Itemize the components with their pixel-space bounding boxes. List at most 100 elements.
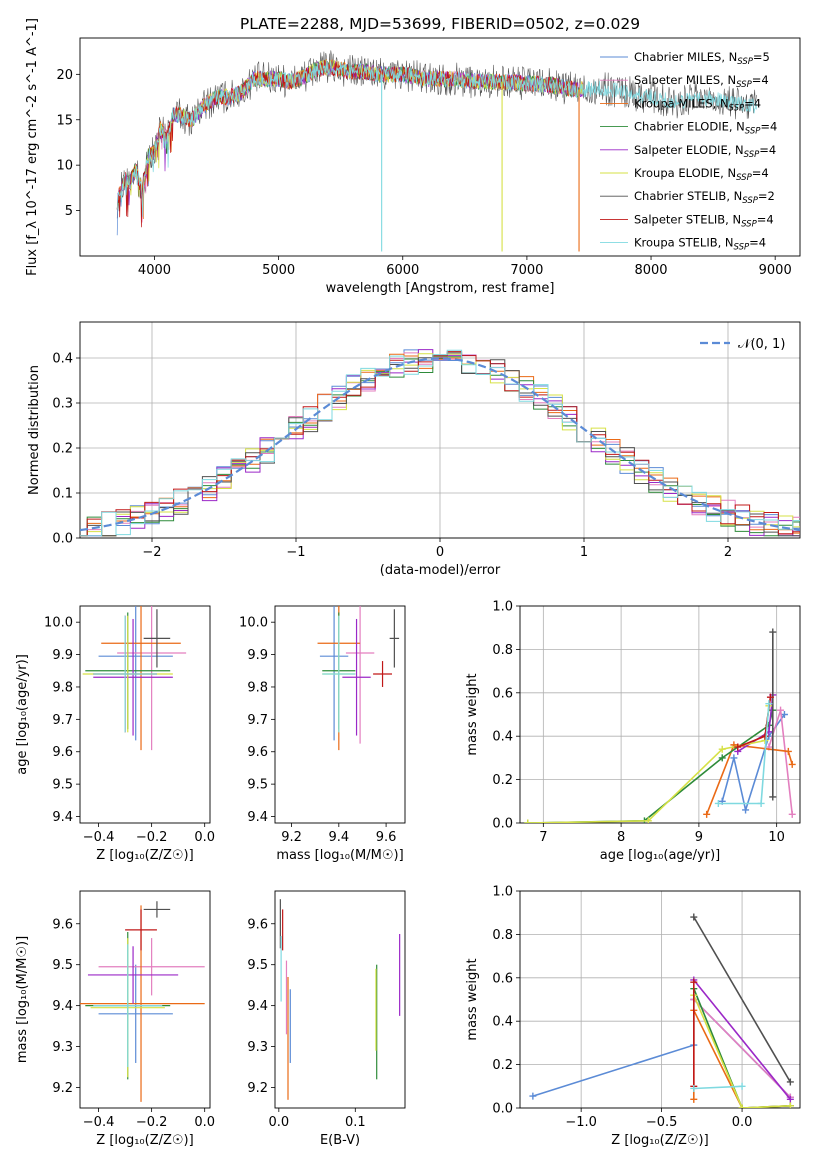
weight-marker [718,745,726,753]
plot-area [524,628,796,823]
legend-label-sub: SSP [741,219,757,229]
axes-frame [519,890,801,1109]
weight-marker [786,1078,794,1086]
plot-area [82,606,187,751]
legend-label-text: Kroupa ELODIE, N [634,166,736,180]
x-tick-label: 0.0 [268,1115,289,1130]
x-tick-label: 9.6 [376,830,397,845]
legend-label: Chabrier ELODIE, NSSP=4 [634,120,777,137]
x-tick-label: 9 [695,830,703,845]
y-tick-label: 9.3 [247,1040,268,1055]
errorbar-point [125,909,157,951]
x-axis-label: E(B-V) [320,1133,360,1148]
y-tick-label: 9.8 [247,680,268,695]
x-axis-label: Z [log₁₀(Z/Z☉)] [96,1133,193,1148]
legend-label: Chabrier STELIB, NSSP=2 [634,189,775,206]
errorbar-point [101,606,181,751]
errorbar-point [117,606,187,751]
weight-marker [786,1102,794,1108]
gaussian-reference-curve [80,357,800,532]
y-tick-label: 9.4 [247,999,268,1014]
legend-label: Salpeter STELIB, NSSP=4 [634,212,774,229]
legend-label-tail: =2 [758,189,775,203]
legend-label: Chabrier MILES, NSSP=5 [634,50,770,67]
x-axis-label: Z [log₁₀(Z/Z☉)] [611,1133,708,1148]
y-tick-label: 15 [56,113,73,128]
y-axis-label: Normed distribution [27,365,42,495]
x-tick-label: −0.4 [83,830,115,845]
y-axis-label: mass weight [465,958,480,1040]
weight-marker [769,628,777,636]
errorbar-point [93,944,163,1068]
spectrum-line-kroupa-stelib [116,60,757,217]
errorbar-point [143,609,171,668]
weight-marker [690,1084,698,1092]
legend-label-tail: =4 [760,120,777,134]
weight-marker [761,732,769,740]
axes-frame [274,605,406,824]
y-tick-label: 9.6 [247,917,268,932]
y-tick-label: 9.6 [52,745,73,760]
y-tick-label: 9.9 [52,648,73,663]
y-tick-label: 0.8 [492,643,513,658]
y-tick-label: 9.6 [52,917,73,932]
panel-weight-vs-z: −1.0 −0.5 0.0 0.0 0.2 0.4 0.6 0.8 1.0 Z [log₁₀(Z/… [465,885,801,1148]
weight-line [693,994,791,1108]
y-tick-label: 9.4 [247,810,268,825]
histogram-kroupa-stelib [80,349,800,537]
legend-label-text: Salpeter STELIB, N [634,212,741,226]
y-tick-label: 9.5 [52,778,73,793]
x-tick-label: 0.0 [732,1115,753,1130]
x-tick-label: 7 [539,830,547,845]
y-tick-label: 0.2 [52,442,73,457]
y-axis-label: Flux [f_λ 10^-17 erg cm^-2 s^-1 A^-1] [25,18,40,276]
y-tick-label: 1.0 [492,600,513,615]
errorbar-point [93,615,157,733]
y-tick-label: 0.0 [492,1102,513,1117]
legend-label-sub: SSP [736,80,752,90]
legend-label-tail: =4 [744,96,761,110]
axes-frame [79,321,801,539]
errorbar-point [322,615,356,733]
panel-mass-vs-z: −0.4 −0.2 0.0 9.2 9.3 9.4 9.5 9.6 Z [log₁₀(Z/Z☉)… [15,890,215,1148]
legend-label-sub: SSP [745,127,761,137]
errorbar-point [143,901,171,918]
y-tick-label: 0.8 [492,928,513,943]
legend-label-text: Salpeter MILES, N [634,73,736,87]
y-axis-label: age [log₁₀(age/yr)] [15,654,30,775]
x-tick-label: 4000 [138,263,171,278]
axes-frame [274,890,406,1109]
plot-area [80,901,205,1102]
legend-label: Kroupa MILES, NSSP=4 [634,96,761,113]
legend-label: Kroupa ELODIE, NSSP=4 [634,166,769,183]
x-axis-label: age [log₁₀(age/yr)] [600,848,721,863]
legend-label-tail: =4 [752,166,769,180]
x-tick-label: 9000 [759,263,792,278]
x-tick-label: 0.0 [194,830,215,845]
y-tick-label: 0.4 [492,1015,513,1030]
x-axis-label: (data-model)/error [380,563,501,578]
errorbar-point [345,606,375,744]
x-tick-label: −0.2 [136,1115,168,1130]
legend-label-text: Kroupa MILES, N [634,96,729,110]
panel-weight-vs-age: 7 8 9 10 0.0 0.2 0.4 0.6 0.8 1.0 age [log₁₀(age/yr… [465,600,801,863]
y-tick-label: 0.1 [52,487,73,502]
x-tick-label: −0.5 [646,1115,678,1130]
y-axis-label: mass weight [465,673,480,755]
y-tick-label: 9.4 [52,999,73,1014]
x-tick-label: 2 [724,545,732,560]
weight-marker [784,747,792,755]
weight-marker [769,793,777,801]
y-tick-label: 10 [56,159,73,174]
y-tick-label: 9.5 [52,958,73,973]
legend-label: Kroupa STELIB, NSSP=4 [634,236,766,253]
legend-label-text: Chabrier MILES, N [634,50,737,64]
errorbar-point [98,938,205,996]
y-tick-label: 9.8 [52,680,73,695]
weight-marker [703,810,711,818]
legend-label-tail: =4 [757,212,774,226]
y-tick-label: 0.2 [492,1058,513,1073]
weight-line [693,998,791,1098]
x-tick-label: 8000 [634,263,667,278]
legend-label-text: Kroupa STELIB, N [634,236,734,250]
